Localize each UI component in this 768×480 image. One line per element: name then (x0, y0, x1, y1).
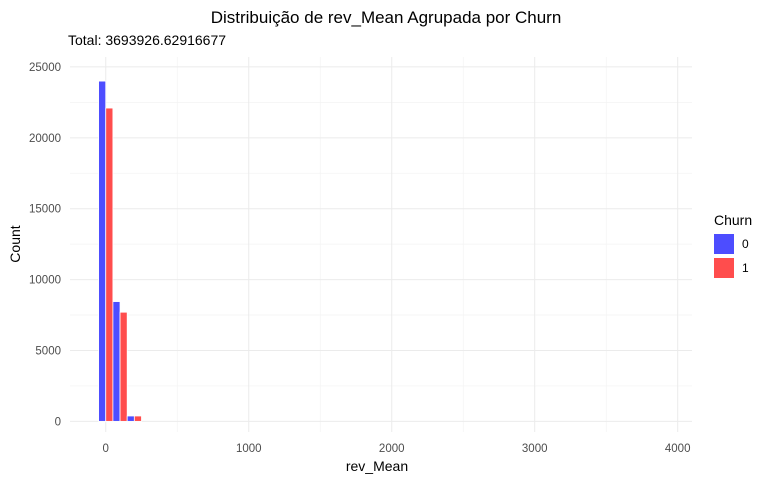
y-tick-label: 15000 (29, 204, 61, 216)
legend: Churn 0 1 (714, 212, 752, 278)
y-tick-label: 25000 (29, 62, 61, 74)
legend-key-0 (714, 234, 734, 254)
bar-churn-1 (105, 107, 114, 422)
grid (70, 57, 692, 432)
bars (98, 80, 142, 422)
y-tick-label: 5000 (35, 345, 61, 357)
x-tick-label: 3000 (522, 443, 548, 455)
y-tick-labels: 0 5000 10000 15000 20000 25000 (29, 62, 61, 428)
legend-label-1: 1 (742, 261, 749, 275)
legend-key-1 (714, 258, 734, 278)
bar-churn-0 (98, 80, 107, 422)
legend-title: Churn (714, 212, 752, 228)
x-tick-label: 2000 (379, 443, 405, 455)
bar-churn-0 (112, 301, 121, 422)
x-tick-labels: 0 1000 2000 3000 4000 (103, 443, 691, 455)
y-axis-title: Count (7, 225, 23, 262)
x-tick-label: 1000 (236, 443, 262, 455)
chart-subtitle: Total: 3693926.62916677 (68, 32, 226, 48)
bar-churn-1 (133, 415, 142, 422)
bar-churn-1 (119, 311, 128, 422)
y-tick-label: 20000 (29, 133, 61, 145)
legend-label-0: 0 (742, 237, 749, 251)
bar-churn-0 (126, 415, 135, 422)
chart-title: Distribuição de rev_Mean Agrupada por Ch… (211, 8, 562, 27)
x-axis-title: rev_Mean (346, 458, 408, 474)
y-tick-label: 0 (55, 416, 61, 428)
y-tick-label: 10000 (29, 275, 61, 287)
x-tick-label: 4000 (665, 443, 691, 455)
x-tick-label: 0 (103, 443, 109, 455)
